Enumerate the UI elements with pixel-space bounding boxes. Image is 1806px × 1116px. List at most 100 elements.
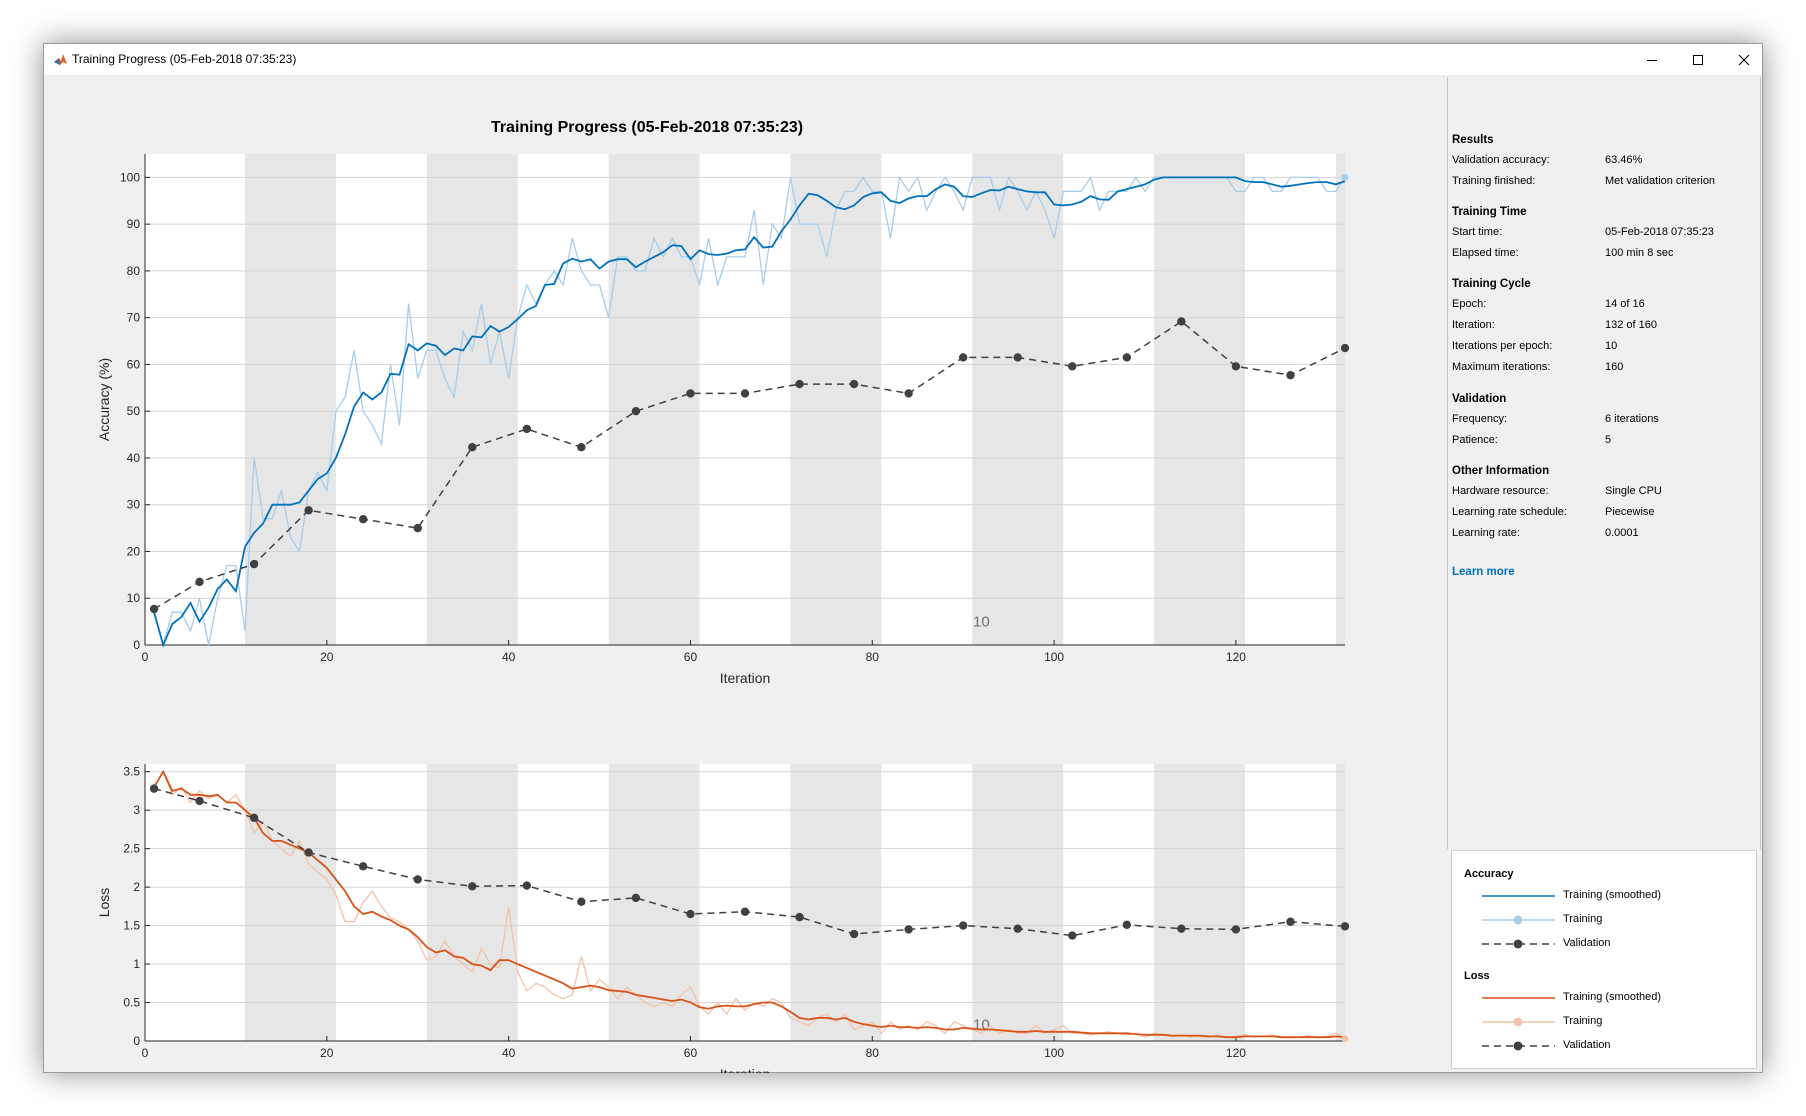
info-label: Epoch: xyxy=(1452,298,1487,310)
learn-more-link[interactable]: Learn more xyxy=(1452,566,1515,578)
x-tick-label: 80 xyxy=(866,1046,880,1060)
y-tick-label: 50 xyxy=(127,404,141,418)
training-smoothed-line xyxy=(153,769,1346,1039)
y-tick-label: 0 xyxy=(133,638,140,652)
info-panel: Results Validation accuracy: 63.46% Trai… xyxy=(1447,77,1761,849)
y-tick-label: 2.5 xyxy=(123,842,140,856)
axes-background xyxy=(145,154,1345,645)
training-last-point xyxy=(1341,173,1349,181)
patience-value: 5 xyxy=(1605,434,1612,446)
start-time-value: 05-Feb-2018 07:35:23 xyxy=(1605,226,1714,238)
x-axis-label: Iteration xyxy=(720,1066,771,1073)
validation-point xyxy=(468,882,477,891)
training-line xyxy=(153,770,1346,1040)
learning-rate-value: 0.0001 xyxy=(1605,527,1639,539)
legend-line-icon xyxy=(1482,997,1555,999)
info-label: Start time: xyxy=(1452,226,1503,238)
validation-point xyxy=(1286,370,1295,380)
training-smoothed-line xyxy=(153,176,1346,648)
epoch-band xyxy=(972,154,1064,645)
info-label: Training finished: xyxy=(1452,175,1536,187)
close-button[interactable] xyxy=(1721,44,1767,75)
validation-accuracy-value: 63.46% xyxy=(1605,154,1643,166)
epoch-band xyxy=(1154,764,1245,1041)
legend: Accuracy Training (smoothed) Training Va… xyxy=(1451,850,1757,1069)
legend-line-icon xyxy=(1482,895,1555,897)
validation-point xyxy=(358,862,368,871)
x-tick-label: 80 xyxy=(866,650,880,664)
training-finished-value: Met validation criterion xyxy=(1605,175,1716,187)
x-axis-label: Iteration xyxy=(720,670,771,686)
validation-point xyxy=(958,353,968,362)
epoch-band xyxy=(1335,154,1345,645)
info-label: Iterations per epoch: xyxy=(1452,340,1553,352)
validation-point xyxy=(358,515,368,524)
legend-loss-training: Training xyxy=(1472,1014,1752,1030)
validation-point xyxy=(904,925,913,934)
minimize-button[interactable] xyxy=(1629,44,1675,75)
legend-line-marker-icon xyxy=(1482,1017,1555,1027)
validation-point xyxy=(195,796,204,806)
legend-accuracy-header: Accuracy xyxy=(1464,868,1514,880)
loss-plot: 0 0.5 1 1.5 2 2.5 3 3.5 0 20 40 60 80 100 120 Iteration… xyxy=(96,764,1350,1073)
validation-point xyxy=(522,424,532,434)
maximize-icon xyxy=(1693,54,1703,65)
iterations-per-epoch-value: 10 xyxy=(1605,340,1618,352)
validation-point xyxy=(1068,931,1077,940)
minimize-icon xyxy=(1647,59,1657,61)
frequency-value: 6 iterations xyxy=(1605,413,1659,425)
validation-header: Validation xyxy=(1452,393,1507,405)
title-bar: Training Progress (05-Feb-2018 07:35:23) xyxy=(44,44,1762,75)
epoch-band xyxy=(790,154,882,645)
validation-point xyxy=(1286,917,1295,926)
training-plots: Training Progress (05-Feb-2018 07:35:23)… xyxy=(96,119,1350,1073)
validation-point xyxy=(795,912,804,922)
y-tick-label: 3 xyxy=(133,803,140,817)
learning-rate-schedule-value: Piecewise xyxy=(1605,506,1655,518)
x-tick-label: 20 xyxy=(320,650,334,664)
info-label: Learning rate: xyxy=(1452,527,1520,539)
iteration-value: 132 of 160 xyxy=(1605,319,1657,331)
info-label: Hardware resource: xyxy=(1452,485,1549,497)
validation-point xyxy=(249,813,259,823)
x-tick-label: 100 xyxy=(1044,1046,1064,1060)
info-label: Frequency: xyxy=(1452,413,1508,425)
validation-point xyxy=(195,577,204,587)
x-tick-label: 0 xyxy=(142,1046,149,1060)
maximum-iterations-value: 160 xyxy=(1605,361,1624,373)
other-information-header: Other Information xyxy=(1452,465,1550,477)
validation-point xyxy=(1231,362,1241,371)
results-header: Results xyxy=(1452,134,1494,146)
y-tick-label: 40 xyxy=(127,451,141,465)
validation-point xyxy=(1231,925,1241,934)
validation-point xyxy=(631,406,641,416)
epoch-band xyxy=(245,764,336,1041)
legend-loss-header: Loss xyxy=(1464,970,1490,982)
epoch-band xyxy=(1335,764,1345,1041)
validation-point xyxy=(1013,353,1022,362)
validation-point xyxy=(631,893,641,903)
validation-point xyxy=(1177,317,1186,326)
legend-dashed-marker-icon xyxy=(1482,939,1555,949)
validation-point xyxy=(149,604,159,614)
y-tick-label: 100 xyxy=(120,170,140,184)
validation-point xyxy=(740,389,750,398)
info-label: Iteration: xyxy=(1452,319,1495,331)
x-tick-label: 100 xyxy=(1044,650,1064,664)
maximize-button[interactable] xyxy=(1675,44,1721,75)
y-tick-label: 2 xyxy=(133,880,140,894)
x-tick-label: 0 xyxy=(142,650,149,664)
info-label: Learning rate schedule: xyxy=(1452,506,1567,518)
x-tick-label: 20 xyxy=(320,1046,334,1060)
plot-area: Training Progress (05-Feb-2018 07:35:23)… xyxy=(44,75,1444,1073)
training-last-point xyxy=(1341,1035,1349,1043)
y-tick-label: 3.5 xyxy=(123,765,140,779)
legend-label: Training (smoothed) xyxy=(1563,991,1662,1003)
legend-label: Training xyxy=(1563,913,1603,925)
validation-point xyxy=(1177,924,1186,933)
epoch-band xyxy=(608,154,700,645)
y-tick-label: 60 xyxy=(127,357,141,371)
y-tick-label: 1 xyxy=(133,957,140,971)
validation-point xyxy=(1122,353,1132,362)
y-tick-label: 10 xyxy=(127,591,141,605)
